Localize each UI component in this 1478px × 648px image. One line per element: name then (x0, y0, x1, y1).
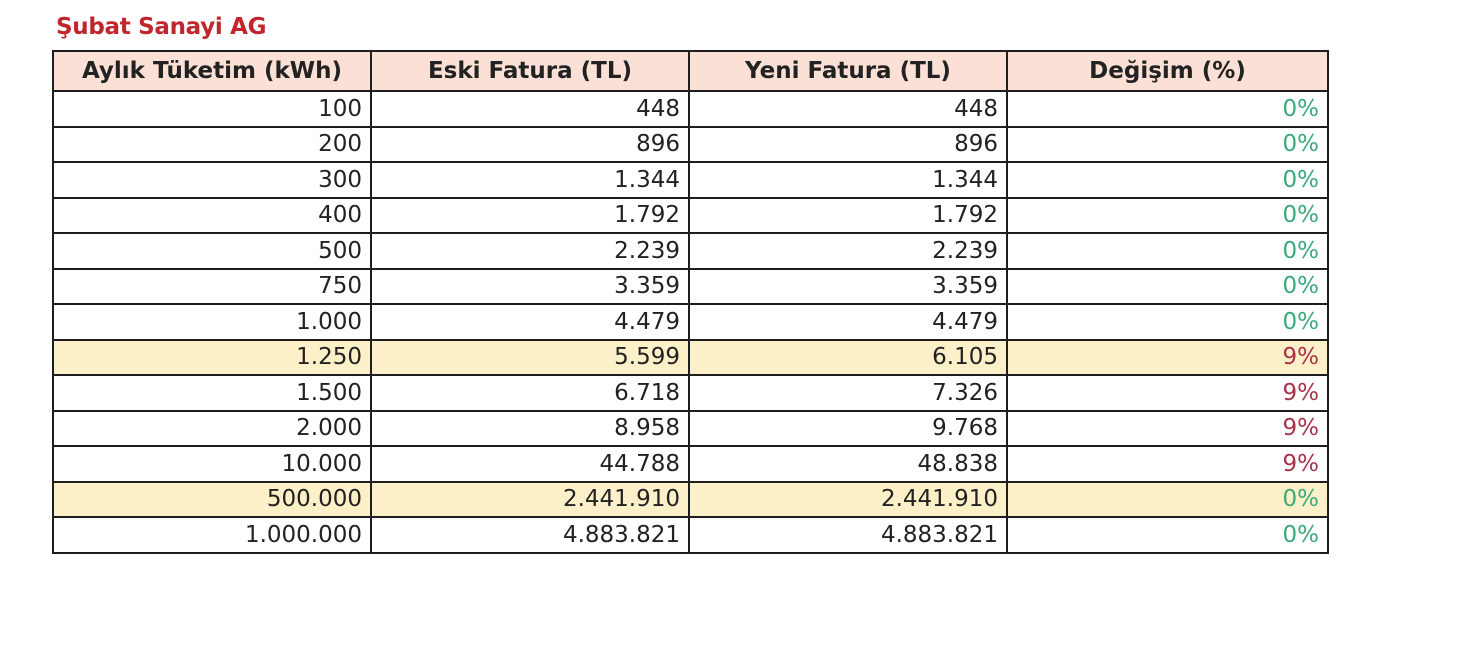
table-row: 1.000 4.479 4.479 0% (52, 303, 1329, 341)
header-old-bill: Eski Fatura (TL) (370, 50, 690, 92)
change-cell: 0% (1006, 267, 1329, 305)
new-bill-cell: 2.239 (688, 232, 1008, 270)
new-bill-cell: 9.768 (688, 409, 1008, 447)
consumption-cell: 400 (52, 196, 372, 234)
table-row: 2.000 8.958 9.768 9% (52, 409, 1329, 447)
consumption-cell: 500.000 (52, 480, 372, 518)
old-bill-cell: 4.479 (370, 303, 690, 341)
table-row: 100 448 448 0% (52, 90, 1329, 128)
table-row: 300 1.344 1.344 0% (52, 161, 1329, 199)
table-row: 1.500 6.718 7.326 9% (52, 374, 1329, 412)
consumption-cell: 10.000 (52, 445, 372, 483)
header-new-bill: Yeni Fatura (TL) (688, 50, 1008, 92)
change-cell: 0% (1006, 232, 1329, 270)
change-cell: 0% (1006, 161, 1329, 199)
header-change: Değişim (%) (1006, 50, 1329, 92)
table-row: 500 2.239 2.239 0% (52, 232, 1329, 270)
table-row: 10.000 44.788 48.838 9% (52, 445, 1329, 483)
header-row: Aylık Tüketim (kWh) Eski Fatura (TL) Yen… (52, 50, 1329, 92)
tariff-table: Aylık Tüketim (kWh) Eski Fatura (TL) Yen… (52, 50, 1329, 554)
old-bill-cell: 6.718 (370, 374, 690, 412)
consumption-cell: 300 (52, 161, 372, 199)
new-bill-cell: 448 (688, 90, 1008, 128)
table-row: 200 896 896 0% (52, 125, 1329, 163)
header-consumption: Aylık Tüketim (kWh) (52, 50, 372, 92)
table-body: 100 448 448 0% 200 896 896 0% 300 1.344 1.344 0% 400… (52, 90, 1329, 554)
new-bill-cell: 6.105 (688, 338, 1008, 376)
consumption-cell: 1.000 (52, 303, 372, 341)
table-row: 1.000.000 4.883.821 4.883.821 0% (52, 516, 1329, 554)
consumption-cell: 1.500 (52, 374, 372, 412)
table-title: Şubat Sanayi AG (56, 14, 267, 40)
new-bill-cell: 896 (688, 125, 1008, 163)
consumption-cell: 1.250 (52, 338, 372, 376)
consumption-cell: 200 (52, 125, 372, 163)
new-bill-cell: 3.359 (688, 267, 1008, 305)
old-bill-cell: 448 (370, 90, 690, 128)
change-cell: 9% (1006, 374, 1329, 412)
old-bill-cell: 44.788 (370, 445, 690, 483)
consumption-cell: 1.000.000 (52, 516, 372, 554)
old-bill-cell: 2.441.910 (370, 480, 690, 518)
new-bill-cell: 1.792 (688, 196, 1008, 234)
change-cell: 9% (1006, 338, 1329, 376)
consumption-cell: 2.000 (52, 409, 372, 447)
change-cell: 0% (1006, 480, 1329, 518)
change-cell: 9% (1006, 445, 1329, 483)
old-bill-cell: 2.239 (370, 232, 690, 270)
new-bill-cell: 48.838 (688, 445, 1008, 483)
old-bill-cell: 1.344 (370, 161, 690, 199)
old-bill-cell: 896 (370, 125, 690, 163)
old-bill-cell: 5.599 (370, 338, 690, 376)
old-bill-cell: 8.958 (370, 409, 690, 447)
change-cell: 0% (1006, 196, 1329, 234)
change-cell: 0% (1006, 516, 1329, 554)
old-bill-cell: 3.359 (370, 267, 690, 305)
change-cell: 0% (1006, 125, 1329, 163)
table-header: Aylık Tüketim (kWh) Eski Fatura (TL) Yen… (52, 50, 1329, 92)
change-cell: 0% (1006, 90, 1329, 128)
consumption-cell: 500 (52, 232, 372, 270)
change-cell: 0% (1006, 303, 1329, 341)
old-bill-cell: 1.792 (370, 196, 690, 234)
new-bill-cell: 7.326 (688, 374, 1008, 412)
table-row: 750 3.359 3.359 0% (52, 267, 1329, 305)
consumption-cell: 100 (52, 90, 372, 128)
table-row: 1.250 5.599 6.105 9% (52, 338, 1329, 376)
consumption-cell: 750 (52, 267, 372, 305)
old-bill-cell: 4.883.821 (370, 516, 690, 554)
table-row: 400 1.792 1.792 0% (52, 196, 1329, 234)
new-bill-cell: 1.344 (688, 161, 1008, 199)
table-row: 500.000 2.441.910 2.441.910 0% (52, 480, 1329, 518)
new-bill-cell: 4.479 (688, 303, 1008, 341)
new-bill-cell: 4.883.821 (688, 516, 1008, 554)
change-cell: 9% (1006, 409, 1329, 447)
new-bill-cell: 2.441.910 (688, 480, 1008, 518)
